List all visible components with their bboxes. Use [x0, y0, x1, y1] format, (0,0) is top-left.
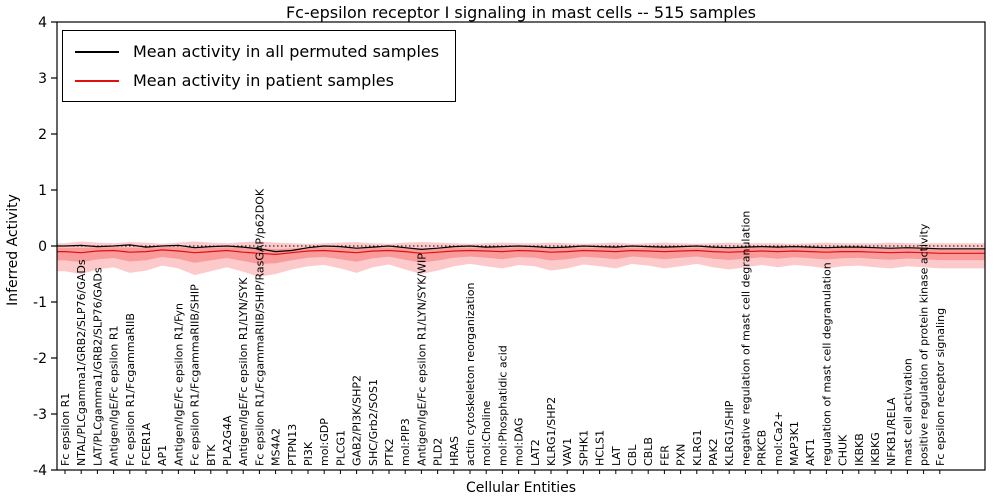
y-tick-label: -4 — [33, 463, 47, 479]
x-tick-label: mol:DAG — [513, 418, 526, 466]
x-tick-label: positive regulation of protein kinase ac… — [918, 223, 931, 466]
x-tick-label: PI3K — [302, 441, 315, 466]
x-tick-label: Fc epsilon receptor signaling — [934, 308, 947, 466]
chart-title: Fc-epsilon receptor I signaling in mast … — [285, 3, 757, 22]
x-tick-label: PRKCB — [756, 430, 769, 466]
x-tick-label: Fc epsilon R1/FcgammaRIIB — [124, 313, 137, 466]
patient-mean-line — [57, 249, 985, 256]
x-tick-label: LAT2 — [529, 439, 542, 466]
legend-sample-patient-line — [75, 79, 119, 82]
x-tick-label: Antigen/IgE/Fc epsilon R1/LYN/SYK/WIP — [415, 253, 428, 466]
x-tick-label: KLRG1/SHP2 — [545, 397, 558, 466]
x-tick-label: actin cytoskeleton reorganization — [464, 282, 477, 466]
x-tick-label: SHC/Grb2/SOS1 — [367, 379, 380, 466]
y-tick-label: 4 — [38, 15, 47, 31]
x-tick-label: SPHK1 — [577, 430, 590, 466]
x-tick-label: Antigen/IgE/Fc epsilon R1/Fyn — [172, 303, 185, 466]
x-tick-label: PAK2 — [707, 438, 720, 466]
y-axis-label: Inferred Activity — [5, 194, 21, 306]
y-tick-label: -3 — [33, 407, 47, 423]
x-tick-label: NTAL/PLCgamma1/GRB2/SLP76/GADs — [75, 259, 88, 466]
x-tick-label: FER — [658, 445, 671, 466]
x-tick-label: Fc epsilon R1 — [59, 393, 72, 466]
x-tick-label: PLA2G4A — [221, 415, 234, 466]
x-tick-label: AP1 — [156, 445, 169, 466]
x-tick-label: HCLS1 — [594, 430, 607, 466]
x-tick-label: mast cell activation — [901, 358, 914, 466]
legend-row-permuted: Mean activity in all permuted samples — [75, 37, 439, 66]
x-tick-label: KLRG1 — [691, 429, 704, 466]
y-tick-label: -2 — [33, 351, 47, 367]
legend-row-patient: Mean activity in patient samples — [75, 66, 439, 95]
x-tick-label: mol:GDP — [318, 418, 331, 466]
x-tick-label: PTPN13 — [286, 424, 299, 466]
x-tick-label: BTK — [205, 444, 218, 466]
x-tick-label: MS4A2 — [270, 428, 283, 466]
x-tick-label: mol:PIP3 — [399, 418, 412, 466]
x-tick-label: Fc epsilon R1/FcgammaRIIB/SHIP/RasGAP/p6… — [253, 188, 266, 466]
x-tick-label: CBLB — [642, 437, 655, 466]
x-tick-label: LAT/PLCgamma1/GRB2/SLP76/GADs — [91, 267, 104, 466]
x-tick-label: negative regulation of mast cell degranu… — [739, 211, 752, 466]
y-tick-label: 0 — [38, 239, 47, 255]
x-tick-label: PXN — [675, 444, 688, 466]
legend-sample-permuted-line — [75, 50, 119, 53]
x-tick-label: LAT — [610, 446, 623, 466]
permuted-mean-line — [57, 244, 985, 253]
x-tick-label: MAP3K1 — [788, 421, 801, 466]
x-tick-label: Antigen/IgE/Fc epsilon R1/LYN/SYK — [237, 277, 250, 466]
x-tick-label: mol:Phosphatidic acid — [496, 345, 509, 466]
x-tick-label: mol:Choline — [480, 400, 493, 466]
x-tick-label: CBL — [626, 444, 639, 466]
x-tick-label: CHUK — [837, 434, 850, 466]
y-tick-label: 2 — [38, 127, 47, 143]
x-tick-label: regulation of mast cell degranulation — [820, 262, 833, 466]
x-tick-label: PLCG1 — [334, 430, 347, 466]
x-tick-label: PLD2 — [432, 438, 445, 466]
x-tick-label: NFKB1/RELA — [885, 397, 898, 466]
x-tick-label: Fc epsilon R1/FcgammaRIIB/SHIP — [189, 284, 202, 466]
x-tick-label: GAB2/PI3K/SHP2 — [351, 375, 364, 466]
x-tick-label: IKBKG — [869, 432, 882, 466]
x-tick-label: HRAS — [448, 436, 461, 466]
x-tick-label: VAV1 — [561, 438, 574, 466]
y-tick-label: -1 — [33, 295, 47, 311]
x-tick-label: PTK2 — [383, 438, 396, 466]
x-tick-label: KLRG1/SHIP — [723, 400, 736, 466]
legend-label-permuted: Mean activity in all permuted samples — [133, 42, 440, 61]
x-tick-label: AKT1 — [804, 438, 817, 466]
legend-label-patient: Mean activity in patient samples — [133, 71, 394, 90]
x-axis-label: Cellular Entities — [465, 480, 577, 496]
legend: Mean activity in all permuted samples Me… — [62, 30, 457, 102]
x-tick-label: mol:Ca2+ — [772, 411, 785, 466]
x-tick-label: Antigen/IgE/Fc epsilon R1 — [108, 326, 121, 466]
y-tick-label: 1 — [38, 183, 47, 199]
y-tick-label: 3 — [38, 71, 47, 87]
x-tick-label: FCER1A — [140, 422, 153, 466]
x-tick-label: IKBKB — [853, 433, 866, 466]
